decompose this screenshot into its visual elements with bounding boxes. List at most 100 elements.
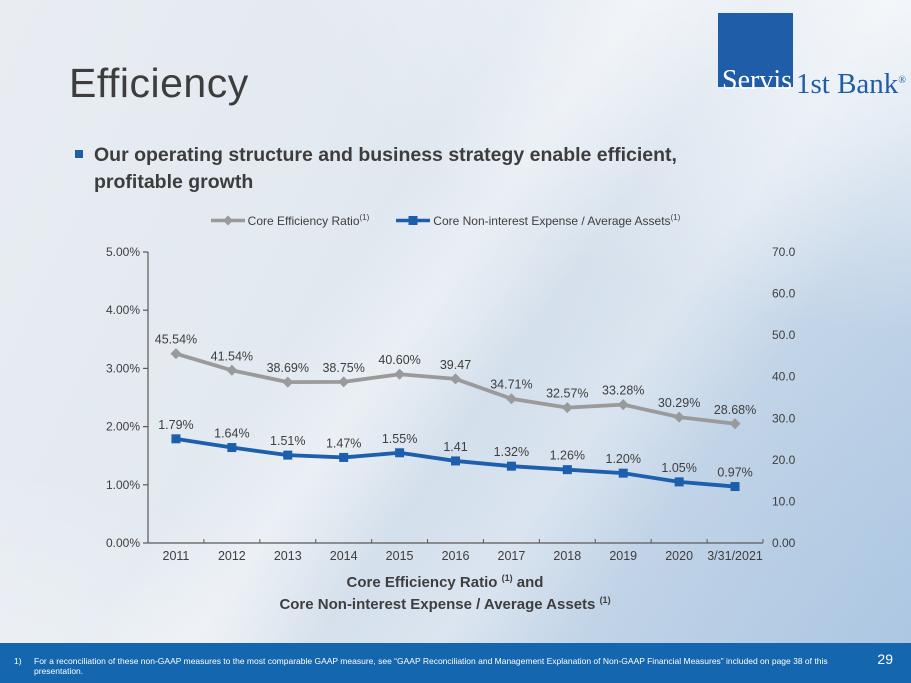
y-axis-left: 5.00% 4.00% 3.00% 2.00% 1.00% 0.00% <box>106 245 149 550</box>
data-point-marker <box>282 376 294 388</box>
y-axis-left-tick-label: 5.00% <box>106 245 140 259</box>
data-point-label: 1.05% <box>661 461 696 475</box>
data-point-label: 45.54% <box>155 333 197 347</box>
series-core-efficiency-ratio: 45.54% 41.54% 38.69% 38.75% 40.60% 39.47 34.71… <box>155 333 756 430</box>
series-core-non-interest-expense-average-assets: 1.79% 1.64% 1.51% 1.47% 1.55% 1.41 1.32% 1.26% 1… <box>158 418 753 492</box>
data-point-label: 40.60% <box>378 353 420 367</box>
legend-diamond-marker-icon <box>210 215 245 226</box>
bullet-marker-icon <box>75 150 83 158</box>
data-point-label: 33.28% <box>602 384 644 398</box>
data-point-marker <box>730 482 740 492</box>
data-point-marker <box>283 450 293 460</box>
logo-1st-bank-label: 1st Bank <box>796 68 899 100</box>
data-point-label: 38.69% <box>267 361 309 375</box>
logo-1st-bank-text: 1st Bank® <box>796 66 906 99</box>
chart-title-line-1: Core Efficiency Ratio (1) and <box>346 573 544 591</box>
data-point-marker <box>450 373 461 385</box>
data-point-marker <box>673 411 685 423</box>
x-axis-tick-label: 2014 <box>330 549 358 563</box>
y-axis-left-tick-label: 3.00% <box>106 361 140 375</box>
page-title: Efficiency <box>69 60 249 107</box>
y-axis-right-tick-label: 20.00% <box>772 453 795 467</box>
y-axis-right-tick-label: 70.00% <box>772 245 795 259</box>
data-point-marker <box>561 402 573 414</box>
data-point-marker <box>562 465 572 475</box>
legend-square-marker-icon <box>396 216 431 225</box>
data-point-label: 28.68% <box>714 403 756 417</box>
data-point-label: 1.51% <box>270 434 305 448</box>
legend-label: Core Efficiency Ratio(1) <box>247 213 370 228</box>
y-axis-left-tick-label: 1.00% <box>106 478 140 492</box>
data-point-label: 32.57% <box>546 387 588 401</box>
data-point-label: 41.54% <box>211 349 253 363</box>
x-axis-tick-label: 2019 <box>609 549 637 563</box>
bullet-point: Our operating structure and business str… <box>75 142 775 196</box>
registered-trademark-symbol: ® <box>898 75 906 86</box>
footnote-ref-superscript: (1) <box>359 213 370 222</box>
data-point-marker <box>395 448 405 458</box>
footnote-ref-superscript: (1) <box>670 213 681 222</box>
data-point-marker <box>170 348 182 360</box>
data-point-label: 1.32% <box>494 445 529 459</box>
data-point-label: 39.47 <box>440 358 471 372</box>
page-number: 29 <box>877 651 893 667</box>
chart-title-line-2: Core Non-interest Expense / Average Asse… <box>279 594 611 613</box>
bullet-text: Our operating structure and business str… <box>94 144 677 193</box>
logo-servis-text: Servis <box>722 65 792 96</box>
x-axis-tick-label: 2018 <box>553 549 581 563</box>
y-axis-left-tick-label: 0.00% <box>106 536 140 550</box>
data-point-label: 1.26% <box>550 449 585 463</box>
footnote-number: 1) <box>14 656 22 666</box>
data-point-marker <box>729 418 741 430</box>
data-point-label: 0.97% <box>717 466 752 480</box>
y-axis-right-tick-label: 50.00% <box>772 328 795 342</box>
data-point-marker <box>171 434 181 444</box>
x-axis-tick-label: 2017 <box>498 549 526 563</box>
data-point-marker <box>674 477 684 487</box>
chart-title: Core Efficiency Ratio (1) and Core Non-i… <box>95 572 795 616</box>
data-point-label: 1.55% <box>382 432 417 446</box>
logo-square <box>718 13 793 87</box>
x-axis-tick-label: 2011 <box>163 549 190 563</box>
footer-bar: 1) For a reconciliation of these non-GAA… <box>0 643 911 683</box>
legend-item: Core Non-interest Expense / Average Asse… <box>395 213 680 228</box>
data-point-label: 38.75% <box>322 361 364 375</box>
x-axis: 2011 2012 2013 2014 2015 2016 2017 2018 2019 2020… <box>147 539 764 563</box>
data-point-label: 1.64% <box>214 427 249 441</box>
y-axis-right-tick-label: 0.00% <box>772 536 795 550</box>
data-point-label: 1.20% <box>606 452 641 466</box>
y-axis-right-tick-label: 10.00% <box>772 494 795 508</box>
y-axis-left-tick-label: 4.00% <box>106 303 140 317</box>
line-chart: 5.00% 4.00% 3.00% 2.00% 1.00% 0.00% 70.00% 60.0… <box>106 245 795 563</box>
data-point-marker <box>339 452 349 462</box>
data-point-marker <box>227 443 237 453</box>
data-point-label: 30.29% <box>658 396 700 410</box>
data-point-label: 1.79% <box>158 418 193 432</box>
y-axis-right: 70.00% 60.00% 50.00% 40.00% 30.00% 20.00% 10.0… <box>772 245 795 550</box>
footnote-ref-superscript: (1) <box>599 594 611 605</box>
data-point-marker <box>226 364 238 376</box>
data-point-marker <box>505 393 517 405</box>
y-axis-right-tick-label: 60.00% <box>772 287 795 301</box>
data-point-marker <box>338 376 350 388</box>
x-axis-tick-label: 2020 <box>665 549 693 563</box>
legend-label: Core Non-interest Expense / Average Asse… <box>433 213 681 228</box>
y-axis-left-tick-label: 2.00% <box>106 420 140 434</box>
x-axis-tick-label: 2016 <box>442 549 470 563</box>
data-point-label: 34.71% <box>490 378 532 392</box>
data-point-label: 1.41 <box>443 440 467 454</box>
data-point-marker <box>618 468 628 478</box>
data-point-marker <box>451 456 460 466</box>
data-point-label: 1.47% <box>326 436 361 450</box>
x-axis-tick-label: 2013 <box>274 549 302 563</box>
y-axis-right-tick-label: 30.00% <box>772 411 795 425</box>
chart-legend: Core Efficiency Ratio(1) Core Non-interes… <box>95 213 795 228</box>
data-point-marker <box>506 461 516 471</box>
data-point-marker <box>394 368 406 380</box>
y-axis-right-tick-label: 40.00% <box>772 370 795 384</box>
servisfirst-bank-logo: Servis 1st Bank® <box>718 13 906 99</box>
x-axis-tick-label: 3/31/2021 <box>707 549 763 563</box>
data-point-marker <box>617 399 629 411</box>
x-axis-tick-label: 2015 <box>386 549 414 563</box>
